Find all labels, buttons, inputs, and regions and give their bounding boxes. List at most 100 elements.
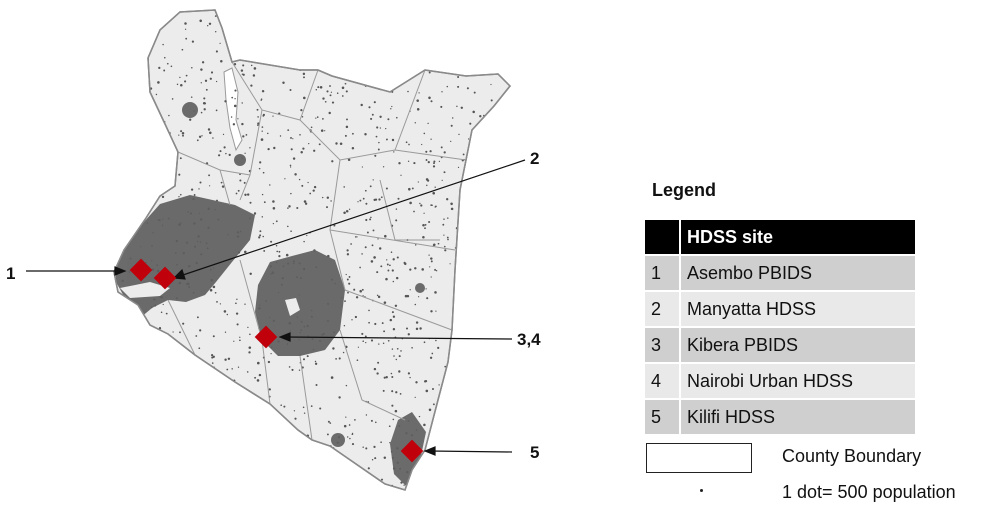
population-dot — [404, 294, 408, 298]
population-dot — [380, 196, 383, 199]
population-dot — [473, 46, 476, 49]
population-dot — [292, 138, 294, 140]
population-dot — [242, 51, 245, 54]
site-marker-kilifi[interactable] — [400, 439, 424, 463]
population-dot — [267, 132, 269, 135]
population-dot — [315, 485, 317, 488]
population-dot — [303, 76, 305, 79]
population-dot — [487, 389, 490, 393]
population-dot — [306, 8, 308, 10]
population-dot — [423, 341, 426, 344]
population-dot — [487, 307, 490, 310]
population-dot — [469, 122, 472, 125]
legend-site-num: 5 — [645, 399, 681, 436]
population-dot — [165, 408, 167, 411]
population-dot — [494, 176, 497, 179]
population-dot — [347, 13, 350, 15]
population-dot — [492, 425, 495, 427]
population-dot — [309, 192, 312, 195]
population-dot — [215, 50, 218, 53]
population-dot — [471, 443, 473, 446]
population-dot — [180, 193, 182, 196]
population-dot — [351, 132, 354, 135]
population-dot — [407, 333, 410, 336]
population-dot — [182, 322, 185, 325]
population-dot — [127, 331, 131, 335]
population-dot — [339, 142, 343, 145]
population-dot — [365, 414, 368, 416]
population-dot — [483, 219, 486, 222]
population-dot — [306, 355, 309, 358]
population-dot — [479, 115, 482, 118]
population-dot — [317, 86, 320, 89]
population-dot — [211, 430, 214, 433]
population-dot — [502, 334, 505, 336]
population-dot — [486, 256, 489, 258]
population-dot — [490, 83, 492, 86]
population-dot — [408, 143, 410, 146]
population-dot — [348, 424, 351, 426]
population-dot — [241, 102, 243, 104]
population-dot — [443, 429, 446, 432]
site-marker-nairobi[interactable] — [254, 325, 278, 349]
population-dot — [247, 326, 249, 329]
population-dot — [438, 486, 440, 488]
population-dot — [153, 185, 156, 188]
population-dot — [272, 115, 274, 117]
population-dot — [347, 436, 349, 438]
population-dot — [409, 289, 411, 291]
population-dot — [261, 130, 263, 132]
population-dot — [322, 118, 324, 120]
population-dot — [288, 474, 291, 477]
population-dot — [409, 376, 411, 379]
legend-row: 3 Kibera PBIDS — [645, 327, 915, 364]
population-dot — [373, 33, 376, 37]
population-dot — [139, 106, 142, 109]
population-dot — [315, 117, 317, 119]
population-dot — [179, 331, 181, 334]
population-dot — [383, 456, 387, 459]
population-dot — [449, 15, 452, 18]
population-dot — [434, 186, 436, 188]
population-dot — [320, 129, 324, 132]
population-dot — [440, 105, 443, 108]
population-dot — [424, 379, 428, 383]
population-dot — [420, 22, 423, 24]
population-dot — [314, 362, 318, 365]
population-dot — [429, 477, 432, 479]
population-dot — [140, 394, 143, 396]
population-dot — [419, 13, 422, 16]
callout-arrow-5 — [429, 450, 513, 453]
population-dot — [144, 384, 147, 387]
population-dot — [400, 174, 402, 176]
population-dot — [499, 119, 503, 122]
population-dot — [445, 436, 448, 440]
population-dot — [414, 267, 417, 270]
population-dot — [489, 279, 492, 283]
population-dot — [190, 96, 193, 98]
population-dot — [365, 218, 368, 222]
population-dot — [135, 358, 138, 360]
population-dot — [214, 30, 217, 33]
population-dot — [376, 294, 379, 297]
population-dot — [365, 447, 368, 450]
population-dot — [303, 412, 306, 414]
population-dot — [248, 351, 251, 354]
population-dot — [361, 288, 364, 291]
population-dot — [344, 134, 347, 137]
population-dot — [407, 90, 409, 93]
population-dot — [261, 193, 264, 196]
population-dot — [469, 491, 470, 492]
population-dot — [172, 331, 174, 333]
population-dot — [224, 331, 227, 333]
population-dot — [168, 114, 170, 117]
population-dot — [289, 88, 292, 92]
population-dot — [228, 153, 231, 157]
population-dot — [340, 14, 342, 16]
population-dot — [460, 201, 463, 204]
population-dot — [416, 25, 419, 28]
population-dot — [203, 108, 206, 111]
population-dot — [341, 95, 344, 97]
population-dot — [228, 455, 230, 457]
population-dot — [460, 106, 463, 109]
